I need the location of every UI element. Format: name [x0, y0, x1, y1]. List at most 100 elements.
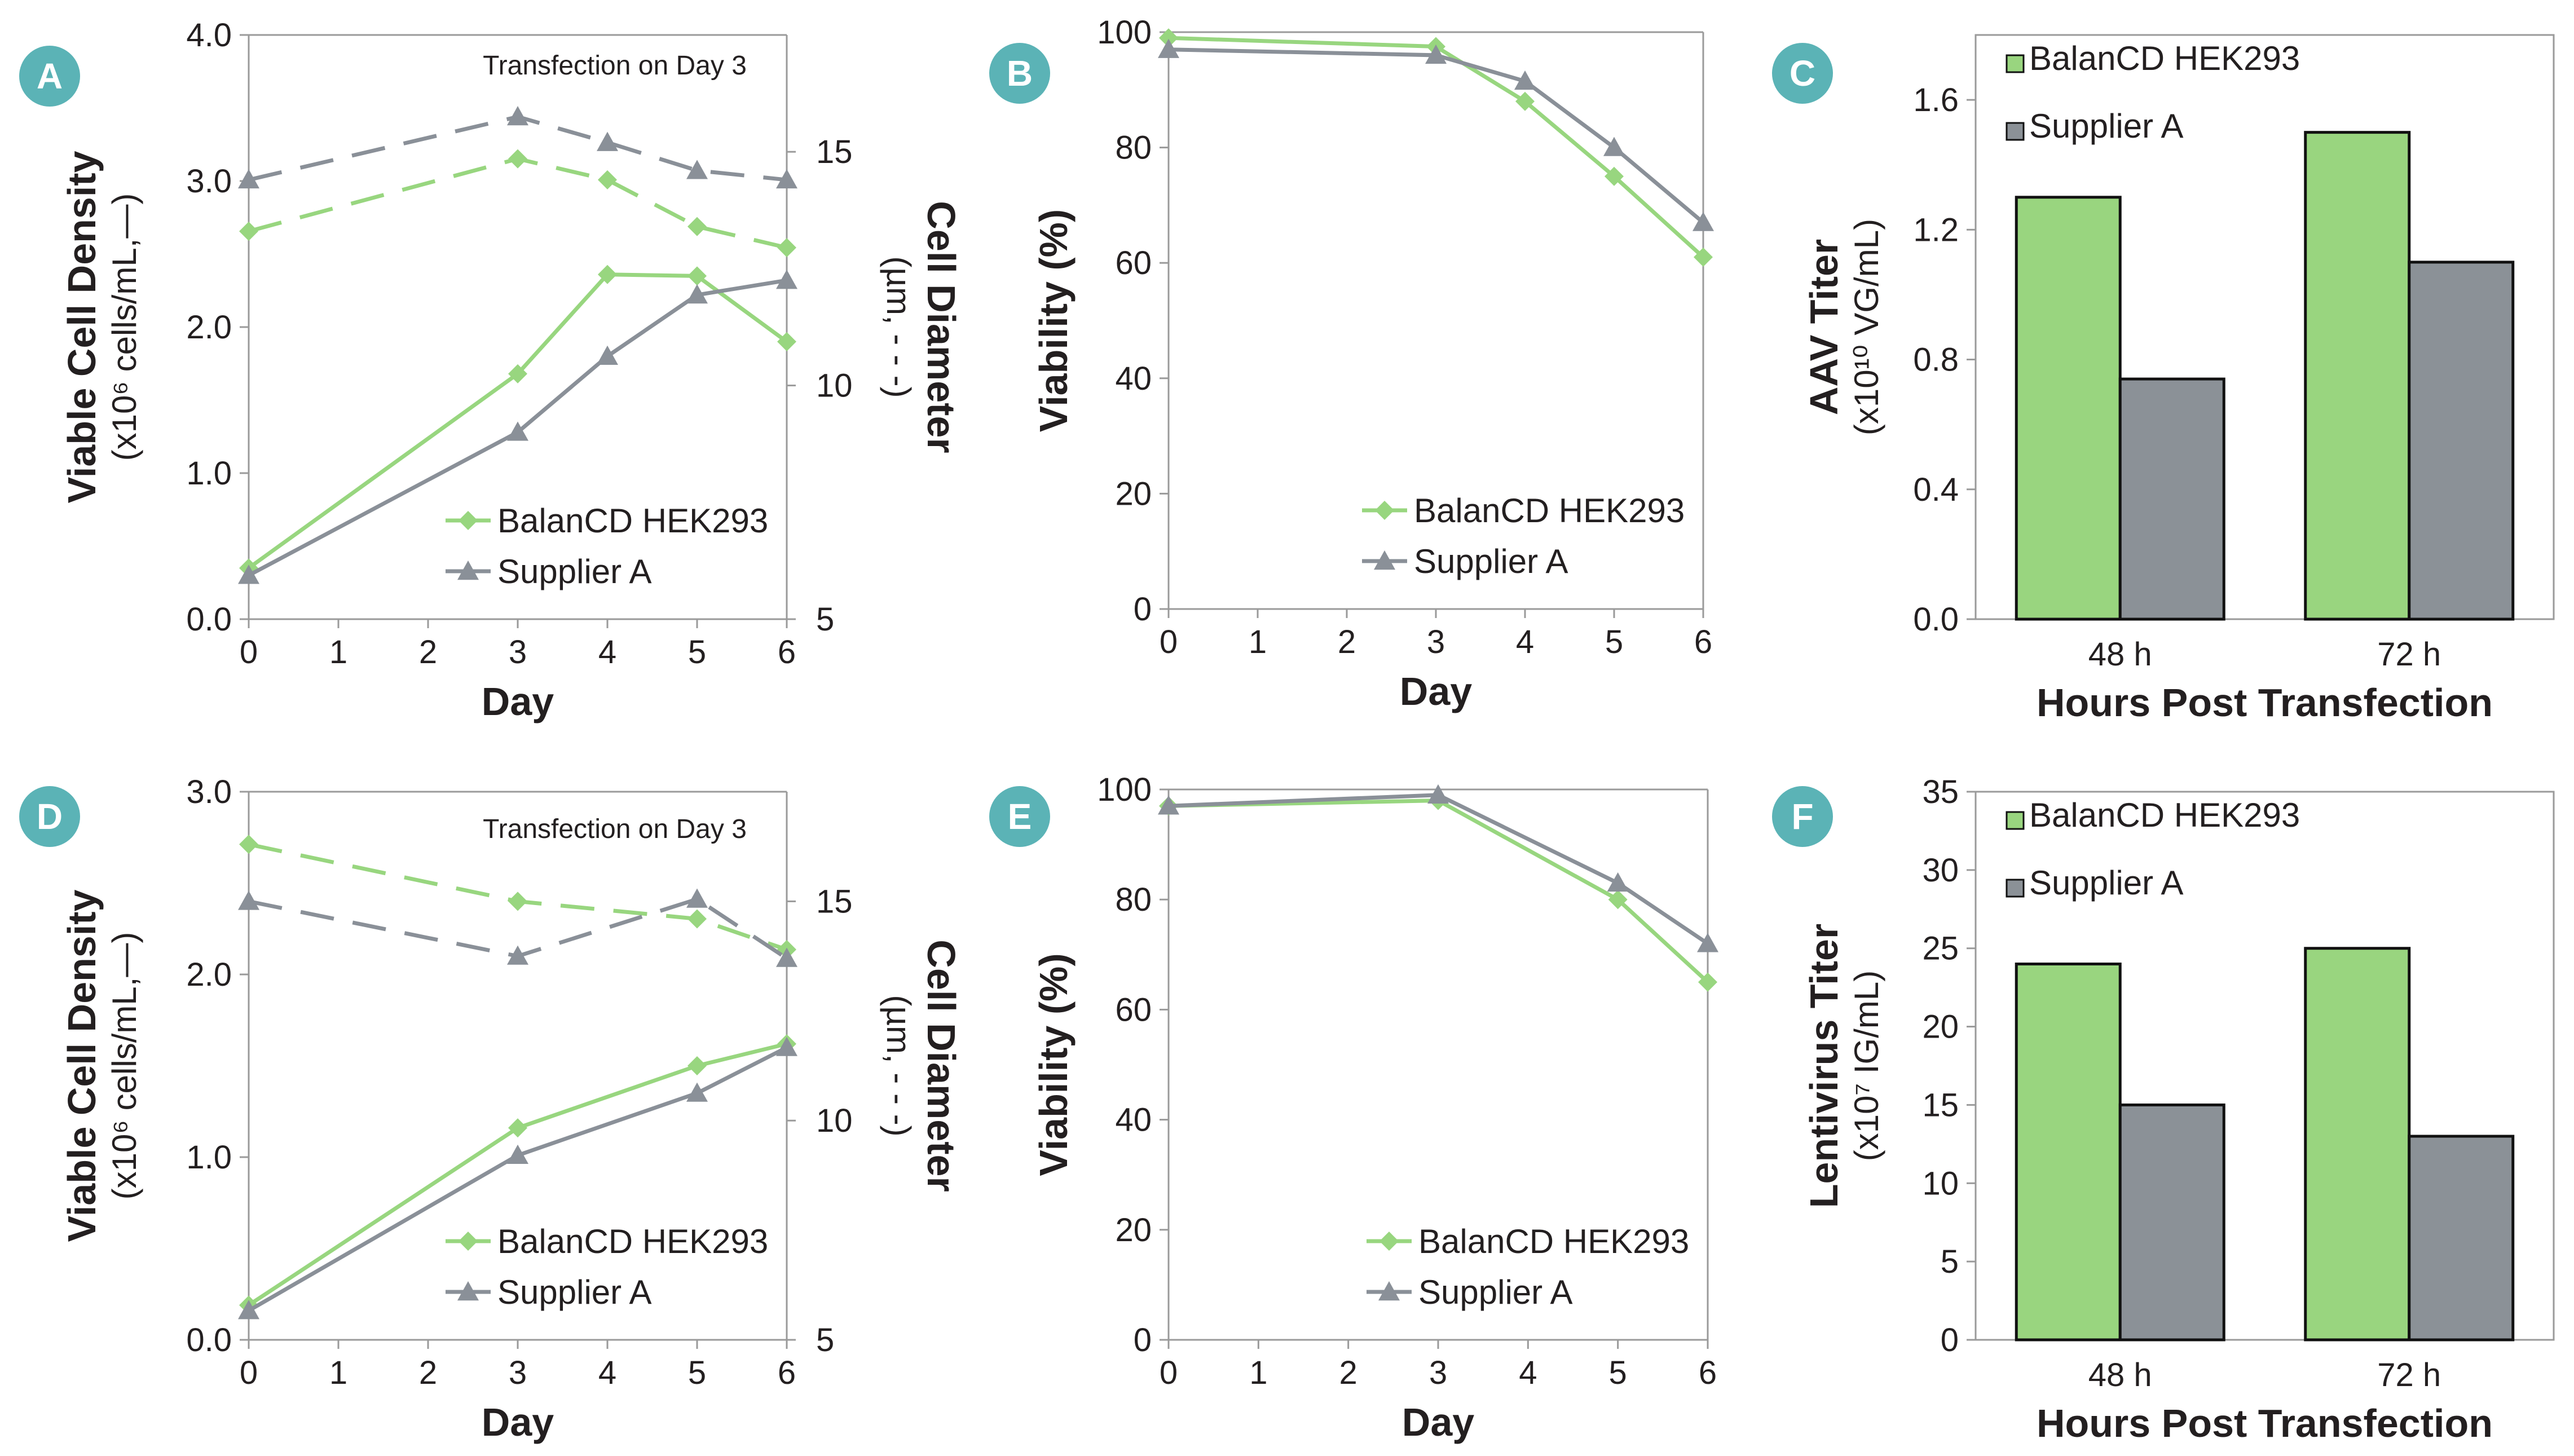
panel-letter: F: [1791, 796, 1813, 837]
y-axis-title: Viability (%): [1032, 209, 1076, 432]
y-axis-title: Lentivirus Titer: [1802, 924, 1846, 1208]
y-tick-label: 0: [1134, 591, 1152, 628]
x-tick-label: 0: [240, 634, 258, 670]
data-point: [776, 947, 797, 967]
x-axis-title: Day: [482, 1400, 554, 1444]
y-tick-label: 1.2: [1913, 211, 1959, 248]
legend-swatch-marker: [1378, 1281, 1400, 1301]
y-tick-label: 0.0: [186, 601, 232, 638]
y-axis-subtitle: (x10⁷ IG/mL): [1848, 970, 1885, 1161]
panel-d: D 0.0 1.0 2.0 3.0 Viable Cell Density (x10⁶ ce…: [19, 774, 963, 1444]
y-tick-label: 0.0: [1913, 601, 1959, 638]
data-point: [508, 892, 527, 911]
data-point: [687, 1056, 707, 1075]
y2-tick-label: 15: [816, 883, 853, 920]
legend-label: Supplier A: [2029, 864, 2184, 902]
x-tick-label: 0: [1160, 624, 1178, 660]
panel-b: B 0 20 40 60 80 100 Viability (%) 0 1 2 3 4 5 6 Day Bala…: [989, 14, 1714, 713]
y-axis-title: Viable Cell Density: [60, 151, 104, 503]
legend-label: BalanCD HEK293: [2029, 39, 2300, 77]
x-axis-title: Hours Post Transfection: [2037, 1401, 2493, 1445]
legend-swatch: [2006, 811, 2025, 830]
density-series-line: [248, 1045, 788, 1313]
legend-label: BalanCD HEK293: [497, 502, 768, 540]
data-point: [239, 222, 258, 241]
y-axis-title: Viable Cell Density: [60, 889, 104, 1242]
density-series-line: [1168, 793, 1709, 946]
y-tick-label: 60: [1115, 245, 1152, 281]
data-point: [238, 169, 259, 189]
data-point: [507, 945, 528, 965]
y2-axis-title: Cell Diameter: [919, 939, 963, 1192]
x-tick-label: 6: [778, 1354, 796, 1391]
y-tick-label: 40: [1115, 360, 1152, 397]
y-axis-title: AAV Titer: [1802, 239, 1846, 415]
panel-letter: B: [1007, 53, 1033, 94]
y2-axis-title: Cell Diameter: [919, 201, 963, 453]
bar: [2015, 962, 2122, 1342]
legend-swatch-marker: [459, 1232, 478, 1251]
density-series-line: [1168, 47, 1705, 224]
y-tick-label: 5: [1941, 1243, 1959, 1280]
data-point: [1427, 784, 1449, 804]
legend-label: Supplier A: [497, 553, 652, 590]
plot-frame: [1974, 791, 2555, 1341]
y-tick-label: 1.0: [186, 455, 232, 492]
y-tick-label: 100: [1097, 14, 1152, 51]
y-axis-subtitle: (x10⁶ cells/mL,—): [105, 932, 143, 1200]
legend-label: Supplier A: [497, 1273, 652, 1311]
x-tick-label: 3: [1427, 624, 1445, 660]
y-tick-label: 0: [1941, 1322, 1959, 1358]
x-tick-label: 4: [1516, 624, 1534, 660]
density-series-line: [1168, 798, 1709, 984]
data-point: [597, 131, 618, 151]
y2-tick-label: 5: [816, 601, 834, 638]
data-point: [1515, 91, 1535, 111]
panel-letter: C: [1790, 53, 1815, 94]
x-tick-label: 3: [509, 634, 527, 670]
y-tick-label: 2.0: [186, 956, 232, 993]
data-point: [507, 1144, 528, 1164]
y-axis-title: Viability (%): [1032, 953, 1076, 1176]
x-tick-label: 0: [240, 1354, 258, 1391]
legend-swatch-marker: [457, 561, 479, 580]
diameter-series-line: [248, 114, 787, 182]
legend-swatch-marker: [459, 511, 478, 530]
y-tick-label: 10: [1922, 1165, 1959, 1202]
data-point: [238, 890, 259, 910]
panel-letter: A: [37, 56, 63, 96]
y-tick-label: 60: [1115, 991, 1152, 1028]
x-category-label: 72 h: [2377, 1357, 2441, 1393]
data-point: [686, 160, 708, 179]
data-point: [687, 266, 707, 286]
y-tick-label: 35: [1922, 774, 1959, 810]
panel-a: A 0.0 1.0 2.0 3.0 4.0 Viable Cell Density (x10⁶…: [19, 17, 963, 723]
data-point: [1605, 166, 1624, 186]
y-axis-subtitle: (x10⁶ cells/mL,—): [105, 193, 143, 461]
legend-swatch-marker: [1374, 550, 1395, 570]
y-tick-label: 30: [1922, 852, 1959, 889]
y-tick-label: 0.4: [1913, 471, 1959, 508]
legend-swatch: [2006, 54, 2025, 73]
legend-label: Supplier A: [2029, 107, 2184, 145]
data-point: [508, 149, 527, 169]
legend-swatch: [2006, 122, 2025, 141]
x-tick-label: 5: [688, 634, 706, 670]
data-point: [508, 364, 527, 383]
panel-badge: [1772, 786, 1833, 847]
diameter-series-line: [248, 157, 787, 250]
panel-f: F 0 5 10 15 20 25 30 35 Lentivirus Titer (x10⁷ IG/…: [1772, 774, 2555, 1445]
data-point: [776, 270, 797, 289]
x-tick-label: 4: [1519, 1354, 1537, 1391]
x-category-label: 72 h: [2377, 636, 2441, 673]
data-point: [1603, 136, 1625, 156]
legend-label: Supplier A: [1414, 542, 1568, 580]
data-point: [1697, 933, 1718, 952]
x-axis-title: Day: [482, 680, 554, 723]
density-series-line: [248, 1042, 787, 1307]
data-point: [507, 106, 528, 126]
y-tick-label: 0: [1134, 1322, 1152, 1358]
y-tick-label: 4.0: [186, 17, 232, 54]
y2-tick-label: 10: [816, 1102, 853, 1139]
data-point: [1693, 211, 1714, 231]
